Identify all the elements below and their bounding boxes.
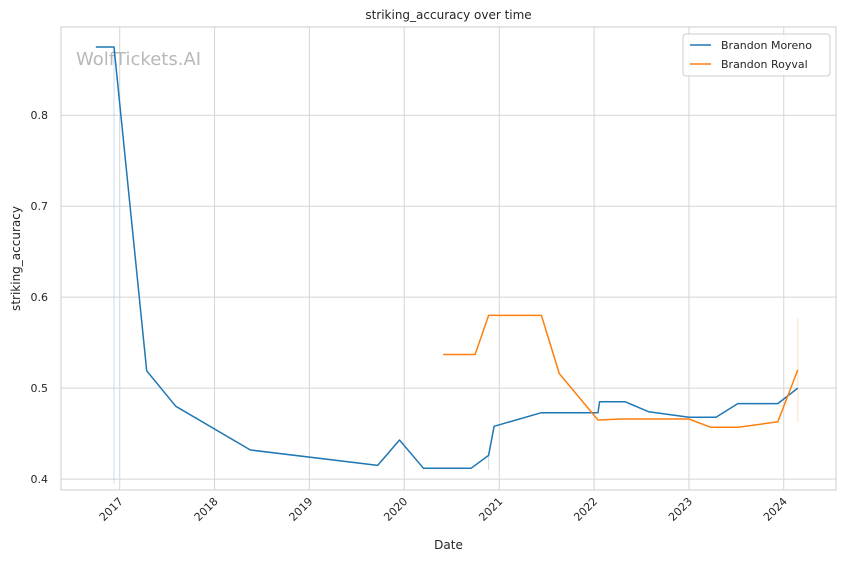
plot-frame (60, 26, 837, 491)
y-gridlines (61, 114, 836, 480)
y-axis-label: striking_accuracy (9, 206, 23, 311)
series-line-brandon-royval (443, 314, 799, 428)
x-tick-label: 2019 (287, 495, 316, 524)
series-line-brandon-moreno (95, 46, 799, 469)
x-tick-label: 2023 (666, 495, 695, 524)
chart-title: striking_accuracy over time (365, 8, 531, 22)
watermark-text: WolfTickets.AI (76, 49, 201, 70)
legend-label: Brandon Moreno (721, 39, 812, 52)
x-tick-label: 2018 (192, 495, 221, 524)
x-tick-label: 2022 (571, 495, 600, 524)
legend: Brandon Moreno Brandon Royval (682, 33, 831, 77)
legend-label: Brandon Royval (721, 58, 808, 71)
y-tick-label: 0.8 (31, 109, 49, 122)
y-tick-labels: 0.4 0.5 0.6 0.7 0.8 (31, 109, 49, 486)
error-bars (113, 47, 799, 484)
x-tick-label: 2020 (381, 495, 410, 524)
x-gridlines (119, 27, 785, 490)
series-lines (95, 46, 799, 469)
y-tick-label: 0.5 (31, 382, 49, 395)
x-tick-label: 2017 (97, 495, 126, 524)
x-tick-labels: 2017 2018 2019 2020 2021 2022 2023 2024 (97, 495, 790, 524)
x-tick-label: 2024 (761, 495, 790, 524)
x-axis-label: Date (434, 538, 463, 552)
y-tick-label: 0.7 (31, 200, 49, 213)
x-tick-label: 2021 (476, 495, 505, 524)
y-tick-label: 0.4 (31, 473, 49, 486)
y-tick-label: 0.6 (31, 291, 49, 304)
legend-box (682, 33, 831, 77)
